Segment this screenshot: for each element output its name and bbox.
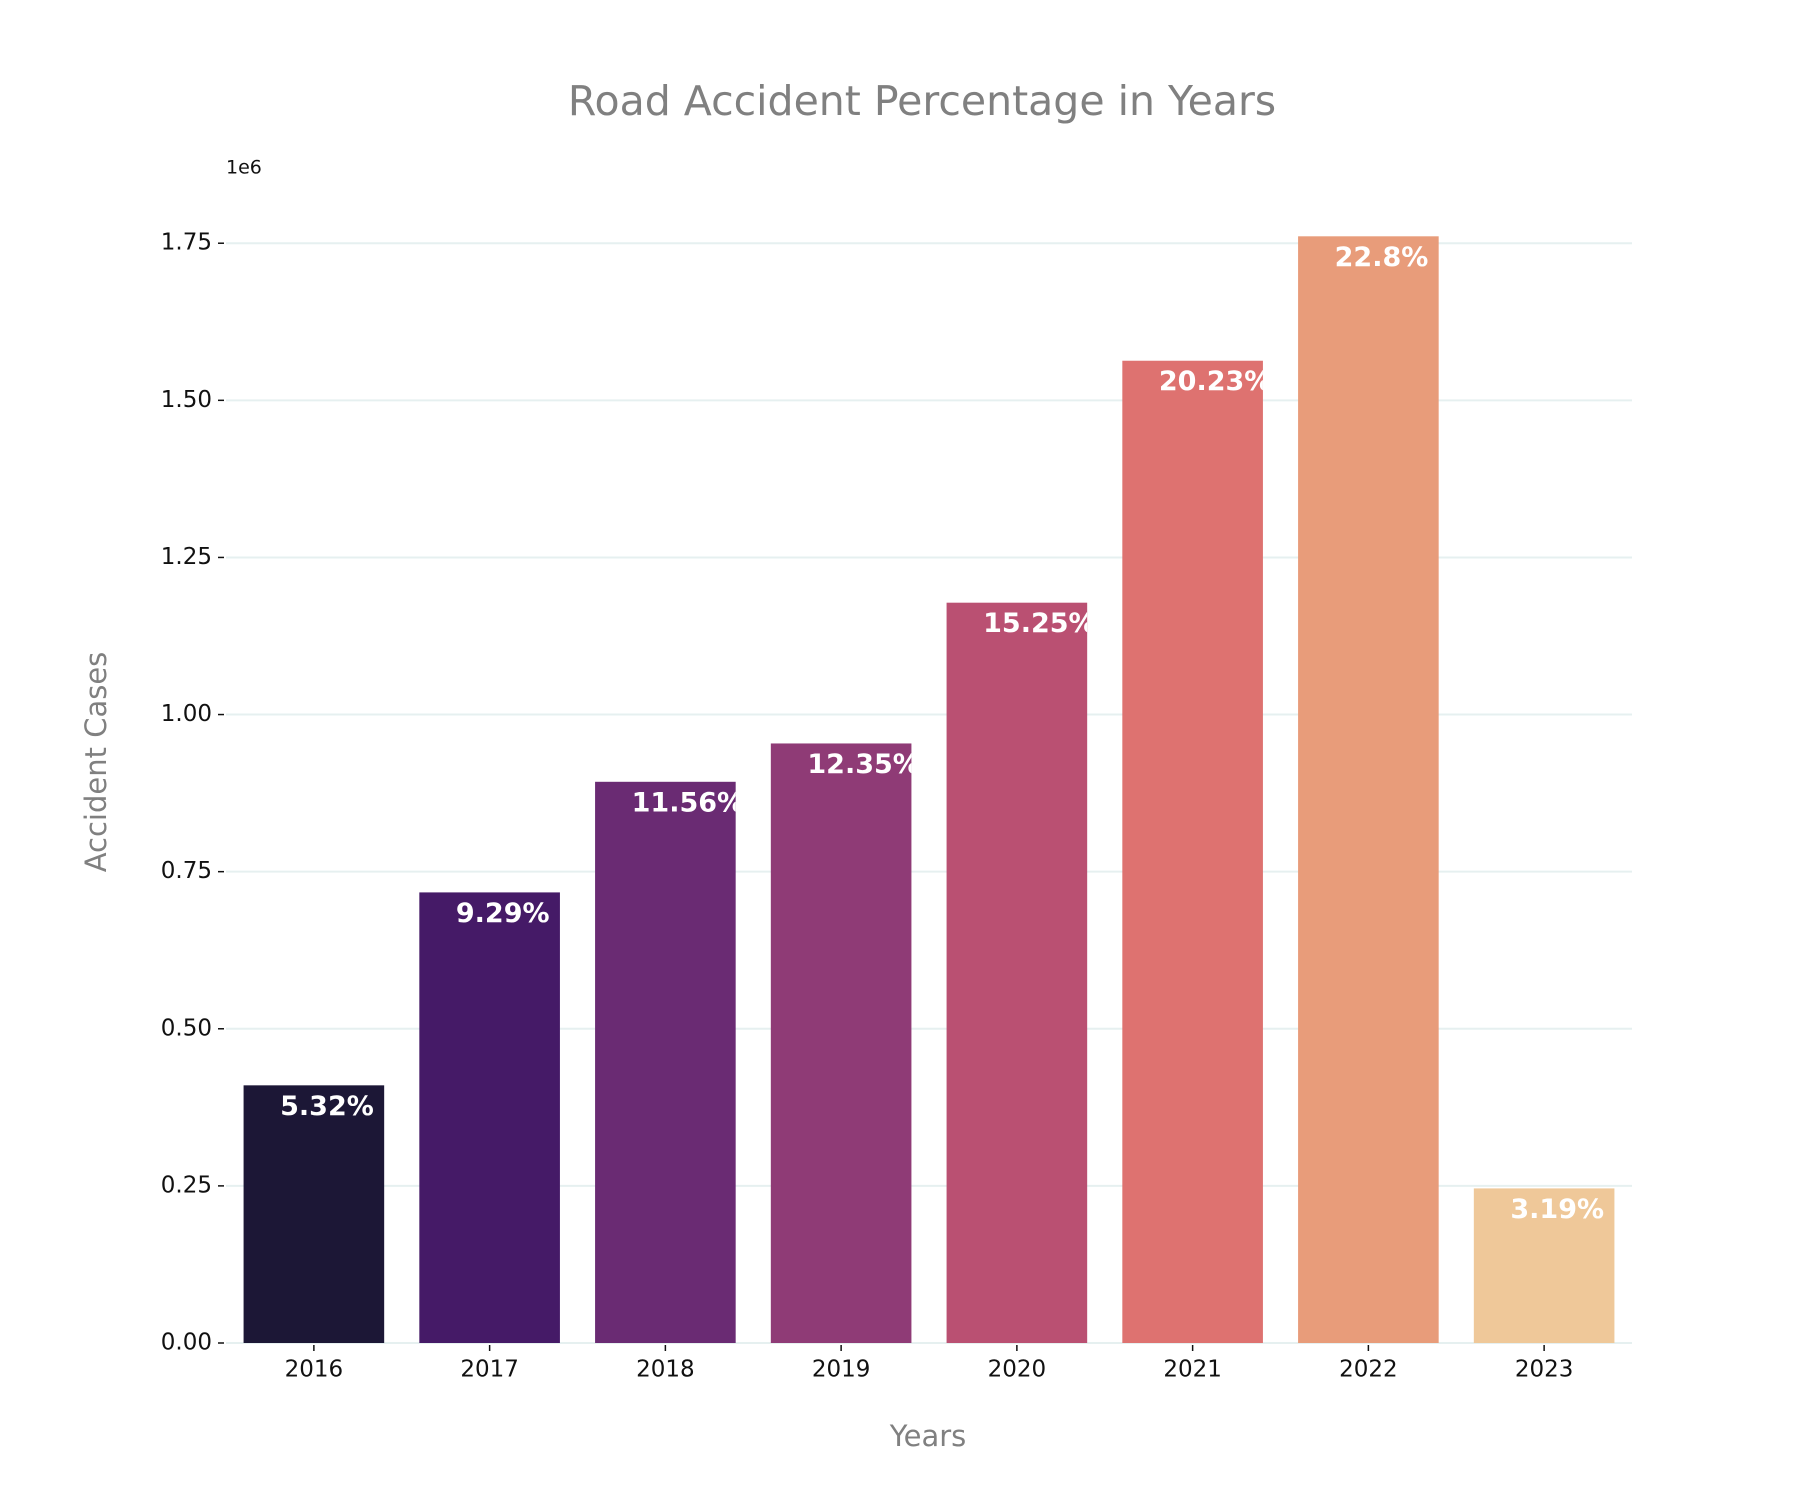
x-tick-label: 2018 xyxy=(636,1357,695,1383)
data-label: 11.56% xyxy=(632,787,744,818)
x-tick-label: 2021 xyxy=(1163,1357,1222,1383)
y-tick-label: 1.25 xyxy=(161,544,212,570)
data-label: 22.8% xyxy=(1335,242,1429,273)
x-tick-label: 2022 xyxy=(1339,1357,1398,1383)
y-tick-label: 1.00 xyxy=(161,701,212,727)
data-label: 12.35% xyxy=(807,749,919,780)
bar xyxy=(946,602,1088,1343)
bar xyxy=(243,1085,385,1343)
y-offset-label: 1e6 xyxy=(226,157,262,179)
y-tick-label: 1.50 xyxy=(161,387,212,413)
y-tick-label: 0.50 xyxy=(161,1015,212,1041)
data-label: 20.23% xyxy=(1159,366,1271,397)
y-tick-label: 0.75 xyxy=(161,858,212,884)
chart-title: Road Accident Percentage in Years xyxy=(568,77,1276,125)
bar xyxy=(770,743,912,1343)
y-axis-label: Accident Cases xyxy=(79,652,113,873)
data-label: 15.25% xyxy=(983,608,1095,639)
y-tick-label: 1.75 xyxy=(161,230,212,256)
bar xyxy=(1473,1188,1615,1343)
y-tick-label: 0.00 xyxy=(161,1330,212,1356)
data-label: 9.29% xyxy=(456,898,550,929)
x-axis-label: Years xyxy=(889,1419,967,1453)
y-tick-label: 0.25 xyxy=(161,1172,212,1198)
data-label: 5.32% xyxy=(280,1091,374,1122)
data-label: 3.19% xyxy=(1510,1194,1604,1225)
x-tick-label: 2020 xyxy=(988,1357,1047,1383)
bar xyxy=(1298,236,1439,1343)
x-tick-label: 2023 xyxy=(1515,1357,1574,1383)
bar xyxy=(419,892,560,1343)
x-tick-label: 2019 xyxy=(812,1357,871,1383)
x-tick-label: 2016 xyxy=(285,1357,344,1383)
bar xyxy=(1122,360,1263,1343)
x-tick-label: 2017 xyxy=(460,1357,519,1383)
bar xyxy=(595,781,736,1343)
